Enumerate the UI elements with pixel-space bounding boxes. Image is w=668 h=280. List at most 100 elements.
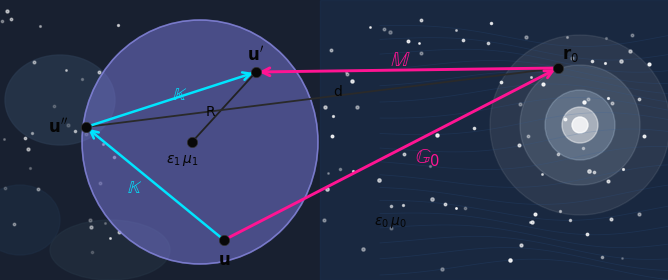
Point: [469, 125, 480, 130]
Point: [352, 105, 363, 109]
Point: [24, 165, 35, 170]
Point: [109, 155, 120, 160]
Point: [347, 79, 357, 83]
Point: [537, 171, 548, 176]
Point: [321, 187, 332, 192]
Point: [432, 133, 443, 137]
Point: [578, 146, 589, 151]
Point: [0, 137, 9, 141]
Point: [638, 134, 649, 138]
Point: [365, 25, 375, 30]
Point: [348, 169, 359, 173]
Point: [627, 33, 637, 37]
Point: [516, 243, 526, 247]
Point: [603, 95, 614, 100]
Point: [643, 62, 654, 66]
Point: [87, 250, 98, 255]
Ellipse shape: [50, 220, 170, 280]
Point: [378, 27, 389, 31]
Point: [587, 59, 597, 63]
Point: [334, 167, 345, 171]
Point: [634, 212, 645, 216]
Point: [29, 59, 39, 64]
Point: [413, 41, 424, 45]
Point: [562, 35, 572, 39]
Text: $\mathbf{r}_0$: $\mathbf{r}_0$: [562, 46, 578, 64]
Point: [607, 101, 617, 106]
Point: [625, 48, 635, 53]
Point: [514, 102, 525, 106]
Point: [601, 36, 611, 40]
Point: [521, 34, 532, 39]
Text: $\mathbb{G}_0$: $\mathbb{G}_0$: [415, 147, 441, 169]
Point: [70, 128, 81, 133]
Point: [526, 75, 536, 79]
Bar: [320, 0, 668, 280]
Point: [450, 28, 461, 32]
Ellipse shape: [5, 55, 115, 145]
Point: [23, 147, 33, 151]
Text: $\mathbb{K}$: $\mathbb{K}$: [128, 179, 142, 197]
Point: [514, 143, 524, 148]
Point: [114, 229, 124, 234]
Point: [618, 167, 629, 172]
Text: $\epsilon_0\,\mu_0$: $\epsilon_0\,\mu_0$: [373, 214, 406, 230]
Point: [460, 206, 471, 210]
Point: [218, 238, 229, 242]
Point: [482, 41, 493, 46]
Point: [606, 216, 617, 221]
Point: [374, 178, 385, 182]
Point: [582, 232, 593, 237]
Point: [32, 186, 43, 191]
Point: [560, 117, 570, 121]
Point: [19, 136, 30, 141]
Point: [94, 70, 105, 74]
Point: [427, 197, 438, 202]
Text: d: d: [333, 85, 343, 99]
Point: [81, 125, 92, 129]
Point: [530, 212, 540, 216]
Point: [1, 9, 12, 13]
Point: [616, 59, 627, 64]
Point: [98, 142, 109, 146]
Point: [424, 164, 435, 169]
Text: $\mathbf{u}''$: $\mathbf{u}''$: [48, 118, 68, 137]
Point: [564, 218, 575, 223]
Point: [403, 39, 413, 43]
Text: R: R: [205, 105, 215, 119]
Point: [112, 23, 123, 27]
Point: [458, 38, 469, 43]
Point: [0, 186, 10, 190]
Point: [326, 48, 337, 53]
Point: [634, 97, 645, 101]
Point: [504, 257, 515, 262]
Point: [552, 66, 563, 70]
Point: [385, 204, 396, 208]
Point: [554, 209, 565, 213]
Point: [49, 104, 59, 108]
Circle shape: [545, 90, 615, 160]
Point: [105, 236, 116, 240]
Circle shape: [520, 65, 640, 185]
Point: [86, 225, 96, 229]
Point: [450, 206, 461, 210]
Point: [61, 68, 71, 72]
Point: [385, 30, 395, 34]
Point: [95, 181, 106, 185]
Point: [617, 256, 627, 260]
Point: [589, 170, 599, 174]
Point: [522, 134, 533, 139]
Text: $\mathbb{M}$: $\mathbb{M}$: [389, 50, 410, 70]
Point: [0, 18, 7, 23]
Point: [327, 114, 338, 119]
Point: [100, 221, 110, 226]
Point: [186, 140, 197, 144]
Point: [62, 123, 73, 127]
Point: [566, 56, 577, 60]
Point: [599, 60, 610, 65]
Ellipse shape: [82, 20, 318, 264]
Point: [582, 97, 593, 101]
Point: [250, 70, 261, 74]
Point: [399, 152, 409, 157]
Point: [323, 171, 333, 176]
